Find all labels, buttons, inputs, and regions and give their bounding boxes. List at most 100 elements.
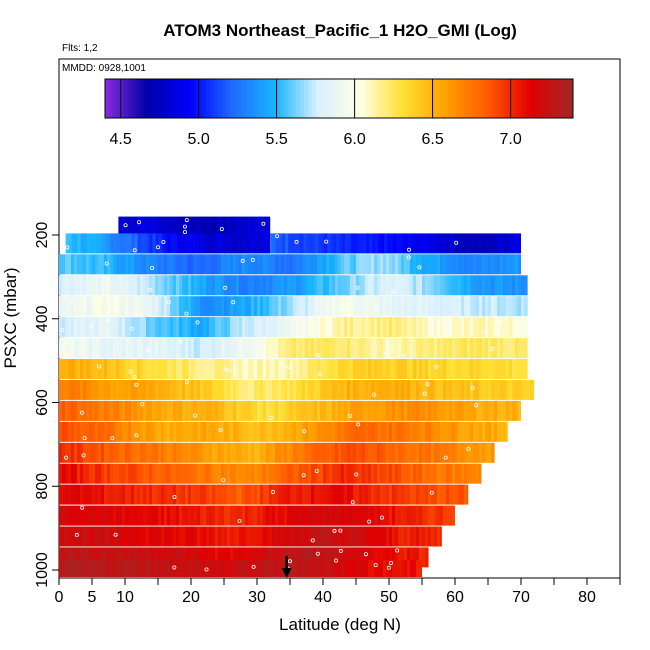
heat-cell-9 <box>437 379 441 400</box>
heat-cell-13 <box>341 463 345 484</box>
heat-cell-1 <box>182 233 186 254</box>
heat-cell-1 <box>89 233 93 254</box>
heat-cell-6 <box>425 317 429 338</box>
heat-cell-11 <box>329 421 333 442</box>
heat-cell-16 <box>149 526 153 547</box>
heat-cell-12 <box>248 442 252 463</box>
heat-cell-1 <box>209 233 213 254</box>
heat-cell-15 <box>383 505 387 526</box>
heat-cell-17 <box>320 547 324 568</box>
heat-cell-17 <box>104 547 108 568</box>
heat-cell-5 <box>368 296 372 317</box>
heat-cell-7 <box>344 338 348 359</box>
heat-cell-14 <box>236 484 240 505</box>
heat-cell-6 <box>281 317 285 338</box>
heat-cell-4 <box>296 275 300 296</box>
heat-cell-18 <box>275 560 279 577</box>
heat-cell-14 <box>122 484 126 505</box>
heat-cell-18 <box>359 560 363 577</box>
heat-cell-5 <box>329 296 333 317</box>
heat-cell-5 <box>83 296 87 317</box>
heat-cell-12 <box>272 442 276 463</box>
heat-cell-7 <box>467 338 471 359</box>
heat-cell-6 <box>278 317 282 338</box>
heat-cell-8 <box>224 359 228 379</box>
heat-cell-5 <box>521 296 525 317</box>
heat-cell-13 <box>149 463 153 484</box>
heat-cell-13 <box>89 463 93 484</box>
heat-cell-2 <box>345 233 349 254</box>
heat-cell-5 <box>125 296 129 317</box>
heat-cell-1 <box>137 233 141 254</box>
heat-cell-11 <box>401 421 405 442</box>
heat-cell-3 <box>110 254 114 275</box>
heat-cell-17 <box>251 547 255 568</box>
heat-cell-16 <box>137 526 141 547</box>
heat-cell-14 <box>314 484 318 505</box>
observation-dot <box>383 351 388 356</box>
heat-cell-12 <box>428 442 432 463</box>
heat-cell-18 <box>266 560 270 577</box>
heat-cell-15 <box>359 505 363 526</box>
heat-cell-0 <box>241 216 245 237</box>
heat-cell-5 <box>395 296 399 317</box>
heat-cell-12 <box>299 442 303 463</box>
heat-cell-13 <box>326 463 330 484</box>
heat-cell-10 <box>422 400 426 421</box>
heat-cell-6 <box>437 317 441 338</box>
colorbar-segment <box>537 79 543 118</box>
heat-cell-11 <box>203 421 207 442</box>
heat-cell-12 <box>419 442 423 463</box>
heat-cell-3 <box>86 254 90 275</box>
heat-cell-18 <box>95 560 99 577</box>
heat-cell-5 <box>515 296 519 317</box>
heat-cell-15 <box>170 505 174 526</box>
heat-cell-11 <box>290 421 294 442</box>
colorbar-segment <box>186 79 192 118</box>
heat-cell-6 <box>347 317 351 338</box>
heat-cell-17 <box>293 547 297 568</box>
colorbar-segment <box>401 79 406 118</box>
heat-cell-6 <box>392 317 396 338</box>
heat-cell-5 <box>215 296 219 317</box>
heat-cell-10 <box>497 400 501 421</box>
heat-cell-15 <box>386 505 390 526</box>
heat-cell-18 <box>320 560 324 577</box>
heat-cell-6 <box>305 317 309 338</box>
heat-cell-6 <box>161 317 165 338</box>
heat-cell-8 <box>62 359 66 379</box>
heat-cell-16 <box>125 526 129 547</box>
heat-cell-16 <box>338 526 342 547</box>
colorbar-segment <box>214 79 219 118</box>
heat-cell-6 <box>524 317 528 338</box>
heat-cell-14 <box>137 484 141 505</box>
heat-cell-12 <box>191 442 195 463</box>
heat-cell-8 <box>527 359 528 379</box>
heat-cell-4 <box>233 275 237 296</box>
heat-cell-8 <box>440 359 444 379</box>
y-tick-label: 1000 <box>34 552 51 588</box>
heat-cell-15 <box>419 505 423 526</box>
heat-cell-6 <box>407 317 411 338</box>
heat-cell-18 <box>197 560 201 577</box>
heat-cell-14 <box>440 484 444 505</box>
observation-dot <box>373 304 378 309</box>
heat-cell-10 <box>473 400 477 421</box>
heat-cell-14 <box>260 484 264 505</box>
heat-cell-12 <box>176 442 180 463</box>
heat-cell-10 <box>350 400 354 421</box>
heat-cell-6 <box>290 317 294 338</box>
colorbar: 4.5 5.0 5.5 6.0 6.5 7.0 <box>104 78 574 148</box>
heat-cell-8 <box>359 359 363 379</box>
observation-dot <box>226 368 231 373</box>
heat-cell-4 <box>350 275 354 296</box>
heat-cell-9 <box>74 379 78 400</box>
heat-cell-4 <box>293 275 297 296</box>
heat-cell-12 <box>320 442 324 463</box>
colorbar-segment <box>315 79 320 118</box>
heat-cell-10 <box>452 400 456 421</box>
heat-cell-17 <box>161 547 165 568</box>
heat-cell-13 <box>317 463 321 484</box>
heat-cell-15 <box>320 505 324 526</box>
heat-cell-2 <box>414 233 418 254</box>
